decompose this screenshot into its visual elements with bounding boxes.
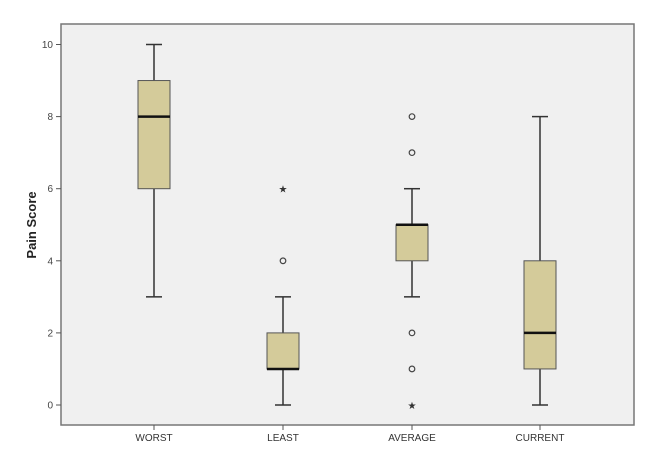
x-tick-label: AVERAGE xyxy=(388,433,436,444)
outlier-point xyxy=(408,365,416,373)
x-tick-label: CURRENT xyxy=(516,433,565,444)
x-tick-label: WORST xyxy=(135,433,172,444)
extreme-point: ★ xyxy=(408,401,417,412)
y-tick-label: 4 xyxy=(47,256,53,267)
outlier-point xyxy=(408,149,416,157)
extreme-point: ★ xyxy=(279,185,288,196)
outlier-point xyxy=(408,329,416,337)
box xyxy=(266,332,300,370)
outlier-point xyxy=(408,113,416,120)
outlier-point xyxy=(279,257,287,265)
y-tick-label: 2 xyxy=(47,328,53,339)
x-tick-label: LEAST xyxy=(267,433,299,444)
y-tick-label: 10 xyxy=(42,40,54,51)
box xyxy=(523,260,557,370)
box xyxy=(395,224,429,262)
y-tick-label: 0 xyxy=(47,401,53,412)
y-tick-label: 6 xyxy=(47,184,53,195)
y-axis-label: Pain Score xyxy=(24,191,39,258)
y-tick-label: 8 xyxy=(47,112,53,123)
box xyxy=(137,80,171,190)
